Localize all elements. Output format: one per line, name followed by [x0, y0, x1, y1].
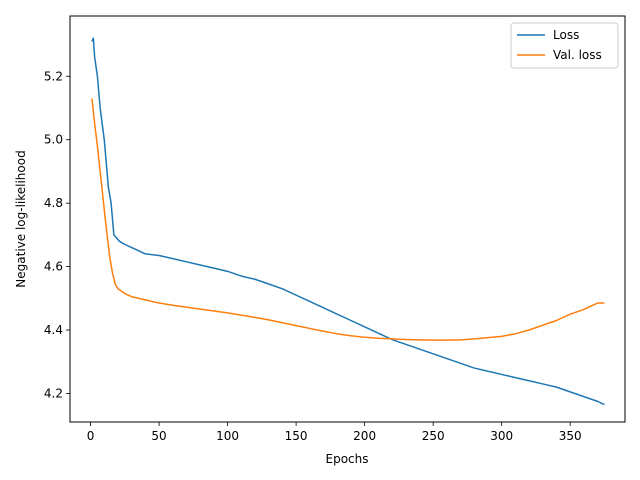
x-tick-label: 0 [87, 429, 95, 443]
x-tick-label: 100 [216, 429, 239, 443]
x-axis-label: Epochs [326, 452, 369, 466]
y-tick-label: 4.8 [44, 196, 63, 210]
y-tick-label: 4.6 [44, 260, 63, 274]
series-line-2 [91, 98, 605, 341]
y-axis: 4.2 4.4 4.6 4.8 5.0 5.2 [44, 69, 70, 400]
x-tick-label: 50 [151, 429, 166, 443]
legend-label: Loss [553, 28, 579, 42]
y-tick-label: 5.2 [44, 69, 63, 83]
x-tick-label: 150 [285, 429, 308, 443]
x-tick-label: 250 [422, 429, 445, 443]
plot-area [91, 37, 605, 406]
legend-label: Val. loss [553, 48, 602, 62]
y-tick-label: 4.2 [44, 386, 63, 400]
x-tick-label: 200 [353, 429, 376, 443]
y-tick-label: 5.0 [44, 133, 63, 147]
y-axis-label: Negative log-likelihood [14, 150, 28, 287]
y-tick-label: 4.4 [44, 323, 63, 337]
x-tick-label: 350 [559, 429, 582, 443]
axes-frame [69, 15, 626, 423]
legend: Loss Val. loss [510, 22, 619, 69]
x-axis: 0 50 100 150 200 250 300 350 [87, 422, 582, 443]
series-line-1 [91, 37, 605, 406]
x-tick-label: 300 [490, 429, 513, 443]
